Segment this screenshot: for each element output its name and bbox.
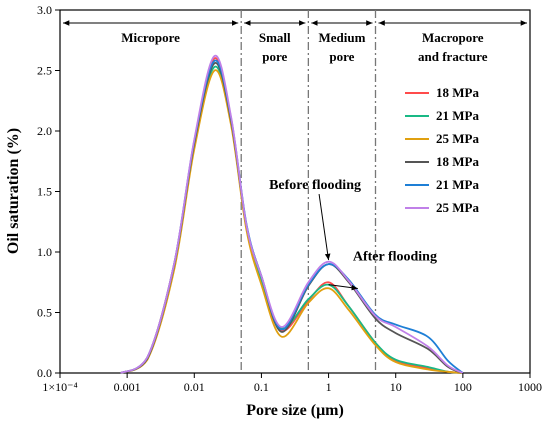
legend: 18 MPa 21 MPa 25 MPa 18 MPa 21 MPa 25 MPa bbox=[405, 85, 479, 215]
region-label-text: Small bbox=[259, 30, 291, 45]
x-tick-label: 1000 bbox=[518, 380, 542, 394]
annotation-label: Before flooding bbox=[269, 178, 361, 193]
series-lines bbox=[120, 55, 464, 374]
y-tick-label: 1.5 bbox=[37, 185, 52, 199]
legend-label: 18 MPa bbox=[436, 85, 479, 100]
region-labels: Micropore Small pore Medium pore Macropore and… bbox=[121, 30, 487, 64]
series-line bbox=[120, 55, 464, 374]
annotation-arrow bbox=[318, 194, 331, 261]
annotation-arrow bbox=[328, 284, 358, 291]
x-tick-label: 0.001 bbox=[114, 380, 141, 394]
x-tick-label: 1×10⁻⁴ bbox=[42, 380, 77, 394]
x-tick-label: 0.1 bbox=[254, 380, 269, 394]
legend-label: 25 MPa bbox=[436, 200, 479, 215]
y-axis-ticks: 0.0 0.5 1.0 1.5 2.0 2.5 3.0 bbox=[37, 3, 60, 380]
x-tick-label: 100 bbox=[454, 380, 472, 394]
x-tick-label: 1 bbox=[326, 380, 332, 394]
y-tick-label: 0.5 bbox=[37, 306, 52, 320]
y-tick-label: 0.0 bbox=[37, 366, 52, 380]
annotations: Before flooding After flooding bbox=[269, 178, 437, 291]
y-tick-label: 1.0 bbox=[37, 245, 52, 259]
legend-label: 21 MPa bbox=[436, 108, 479, 123]
legend-label: 18 MPa bbox=[436, 154, 479, 169]
y-axis-title: Oil saturation (%) bbox=[5, 128, 22, 254]
legend-label: 21 MPa bbox=[436, 177, 479, 192]
y-tick-label: 2.0 bbox=[37, 124, 52, 138]
x-tick-label: 10 bbox=[390, 380, 402, 394]
region-label-text: pore bbox=[329, 49, 354, 64]
region-label-text: pore bbox=[262, 49, 287, 64]
x-axis-title: Pore size (μm) bbox=[246, 402, 344, 419]
region-label-text: and fracture bbox=[418, 49, 488, 64]
region-label-text: Micropore bbox=[121, 30, 180, 45]
annotation-label: After flooding bbox=[353, 249, 437, 264]
legend-label: 25 MPa bbox=[436, 131, 479, 146]
y-tick-label: 2.5 bbox=[37, 64, 52, 78]
y-tick-label: 3.0 bbox=[37, 3, 52, 17]
x-tick-label: 0.01 bbox=[184, 380, 205, 394]
x-axis-ticks: 1×10⁻⁴ 0.001 0.01 0.1 1 10 100 1000 bbox=[42, 373, 542, 394]
region-label-text: Medium bbox=[318, 30, 365, 45]
region-label-text: Macropore bbox=[422, 30, 484, 45]
